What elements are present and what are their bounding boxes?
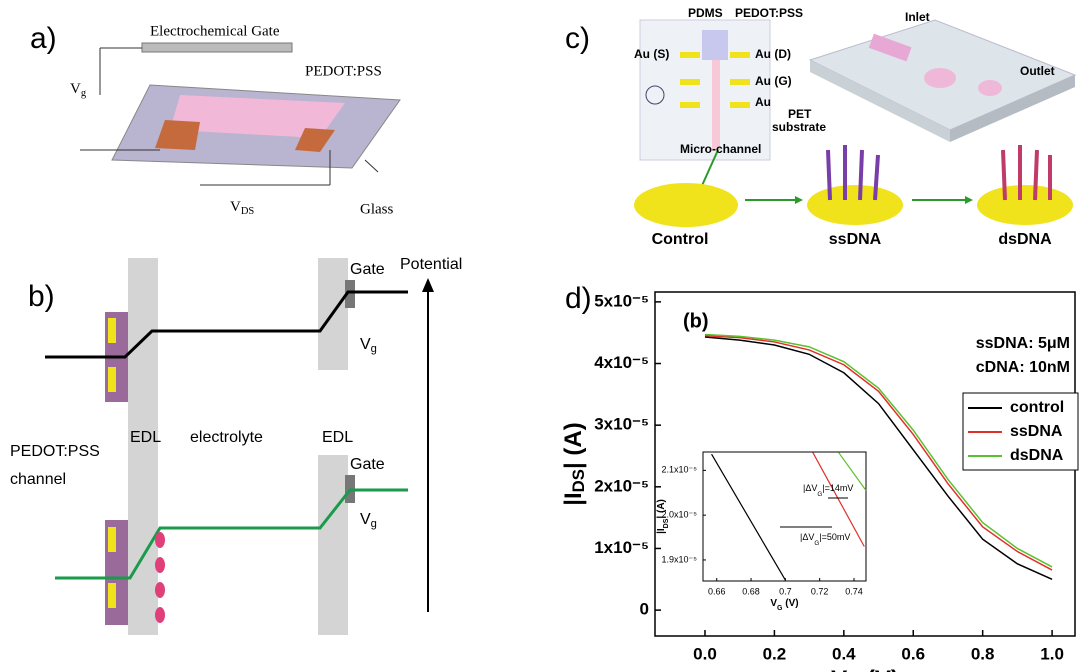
figure: a) b) c) d) Electrochemical Gate PEDOT:P… — [0, 0, 1090, 672]
label: ssDNA — [829, 231, 882, 248]
panel-label: a) — [30, 22, 57, 55]
annotation: |=14mV — [822, 483, 853, 493]
label: DS — [241, 206, 255, 217]
label: electrolyte — [190, 429, 263, 446]
x-tick-label: 0.68 — [742, 586, 760, 596]
label: V — [360, 511, 371, 528]
legend-label: dsDNA — [1010, 447, 1064, 464]
y-axis-label: |I — [560, 492, 587, 505]
y-axis-label: DS — [569, 469, 588, 492]
panel-label: b) — [28, 280, 55, 313]
label: VDS — [230, 199, 254, 217]
annotation: ssDNA: 5μM — [976, 335, 1070, 352]
label: Au (D) — [755, 47, 791, 61]
label: EDL — [130, 429, 161, 446]
x-tick-label: 1.0 — [1040, 644, 1064, 663]
label: Electrochemical Gate — [150, 23, 280, 39]
annotation: |ΔV — [803, 483, 817, 493]
x-tick-label: 0.7 — [779, 586, 792, 596]
panel-label: d) — [565, 282, 592, 315]
y-tick-label: 3x10⁻⁵ — [594, 415, 649, 434]
annotation: cDNA: 10nM — [976, 359, 1070, 376]
annotation: |ΔV — [800, 532, 814, 542]
label: Au (S) — [634, 47, 669, 61]
label: Au (G) — [755, 74, 792, 88]
label: PEDOT:PSS — [10, 443, 100, 460]
panel-d: 0.0 0.2 0.4 0.6 0.8 1.0 0 1x10⁻⁵ 2x10⁻⁵ 3x10⁻⁵ 4x1… — [560, 291, 1078, 672]
label: Control — [652, 231, 709, 248]
y-tick-label: 1.9x10⁻⁵ — [661, 554, 697, 564]
label: V — [360, 336, 371, 353]
y-axis-label: DS — [663, 518, 670, 528]
label: PEDOT:PSS — [305, 63, 382, 79]
y-tick-label: 1x10⁻⁵ — [594, 538, 649, 557]
y-axis-label: | (A) — [656, 499, 667, 518]
label: Potential — [400, 256, 462, 273]
annotation: (b) — [683, 310, 709, 332]
label: V — [230, 199, 241, 215]
x-tick-label: 0.4 — [832, 644, 856, 663]
label: Outlet — [1020, 64, 1055, 78]
label: PEDOT:PSS — [735, 6, 803, 20]
label: Vg — [360, 511, 377, 530]
y-tick-label: 2.1x10⁻⁵ — [661, 465, 697, 475]
label: Gate — [350, 456, 385, 473]
x-tick-label: 0.2 — [763, 644, 787, 663]
x-tick-label: 0.6 — [901, 644, 925, 663]
panel-b: Gate Potential Vg EDL electrolyte EDL PE… — [10, 256, 462, 635]
x-axis-label: (V) — [860, 666, 899, 672]
label: Vg — [360, 336, 377, 355]
label: g — [81, 88, 87, 99]
x-tick-label: 0.0 — [693, 644, 717, 663]
x-axis-label: V — [831, 666, 847, 672]
label: Inlet — [905, 10, 930, 24]
label: EDL — [322, 429, 353, 446]
y-tick-label: 4x10⁻⁵ — [594, 353, 649, 372]
label: Glass — [360, 201, 393, 217]
label: Vg — [70, 81, 87, 99]
label: Au — [755, 95, 771, 109]
y-tick-label: 2.0x10⁻⁵ — [661, 510, 697, 520]
x-tick-label: 0.8 — [971, 644, 995, 663]
label: Micro-channel — [680, 142, 761, 156]
y-axis-label: |IDS| (A) — [560, 422, 588, 505]
panel-c: PDMS PEDOT:PSS Au (S) Au (D) Au (G) Au P… — [634, 6, 1075, 248]
label: PET — [788, 107, 812, 121]
y-tick-label: 2x10⁻⁵ — [594, 476, 649, 495]
label: substrate — [772, 120, 826, 134]
label: g — [371, 343, 377, 355]
legend-label: ssDNA — [1010, 423, 1063, 440]
x-tick-label: 0.66 — [708, 586, 726, 596]
panel-a: Electrochemical Gate PEDOT:PSS Vg VDS Gl… — [70, 23, 400, 217]
legend-label: control — [1010, 399, 1064, 416]
label: g — [371, 518, 377, 530]
label: V — [70, 81, 81, 97]
y-axis-label: | (A) — [560, 422, 587, 469]
x-tick-label: 0.72 — [811, 586, 829, 596]
label: dsDNA — [998, 231, 1052, 248]
label: PDMS — [688, 6, 723, 20]
annotation: |=50mV — [819, 532, 850, 542]
x-axis-label: VG (V) — [831, 666, 899, 672]
plot-area — [703, 452, 866, 581]
label: channel — [10, 471, 66, 488]
label: Gate — [350, 261, 385, 278]
x-axis-label: (V) — [783, 598, 799, 609]
panel-label: c) — [565, 22, 590, 55]
y-tick-label: 5x10⁻⁵ — [594, 291, 649, 310]
y-tick-label: 0 — [640, 600, 649, 619]
x-tick-label: 0.74 — [845, 586, 863, 596]
